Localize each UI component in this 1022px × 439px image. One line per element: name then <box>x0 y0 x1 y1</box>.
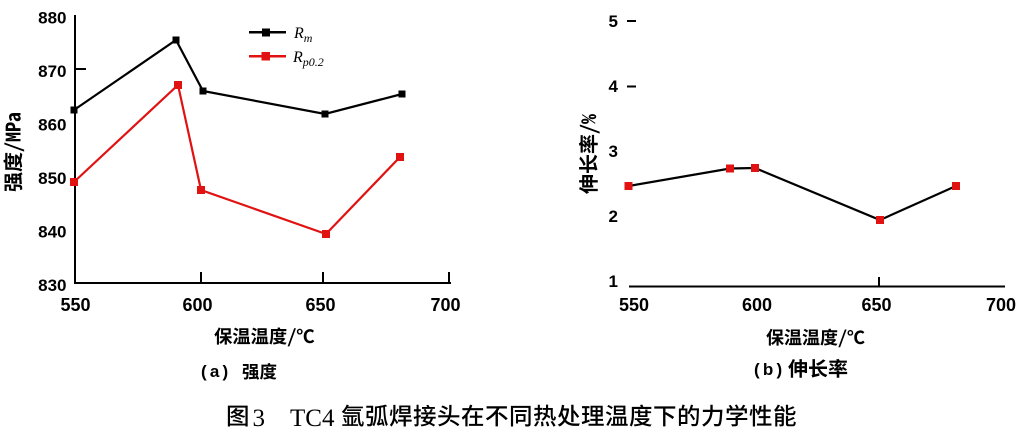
svg-text:3: 3 <box>253 405 266 432</box>
svg-text:(b): (b) <box>754 360 785 379</box>
svg-text:550: 550 <box>60 295 90 315</box>
svg-text:700: 700 <box>430 295 460 315</box>
svg-text:870: 870 <box>38 62 66 81</box>
svg-text:1: 1 <box>609 272 618 291</box>
svg-text:830: 830 <box>38 276 66 295</box>
svg-text:700: 700 <box>986 295 1016 315</box>
svg-text:5: 5 <box>609 12 618 31</box>
svg-text:Rm: Rm <box>293 25 313 45</box>
svg-text:650: 650 <box>861 295 891 315</box>
svg-text:TC4: TC4 <box>290 405 335 432</box>
svg-text:650: 650 <box>305 295 335 315</box>
svg-text:Rp0.2: Rp0.2 <box>292 49 324 69</box>
svg-text:600: 600 <box>742 295 772 315</box>
svg-text:840: 840 <box>38 223 66 242</box>
svg-text:860: 860 <box>38 116 66 135</box>
svg-text:600: 600 <box>182 295 212 315</box>
svg-text:550: 550 <box>619 295 649 315</box>
svg-text:850: 850 <box>38 169 66 188</box>
svg-text:4: 4 <box>609 77 619 96</box>
svg-text:2: 2 <box>609 207 618 226</box>
svg-text:3: 3 <box>609 142 618 161</box>
svg-text:880: 880 <box>38 9 66 28</box>
svg-text:(a): (a) <box>201 362 231 381</box>
